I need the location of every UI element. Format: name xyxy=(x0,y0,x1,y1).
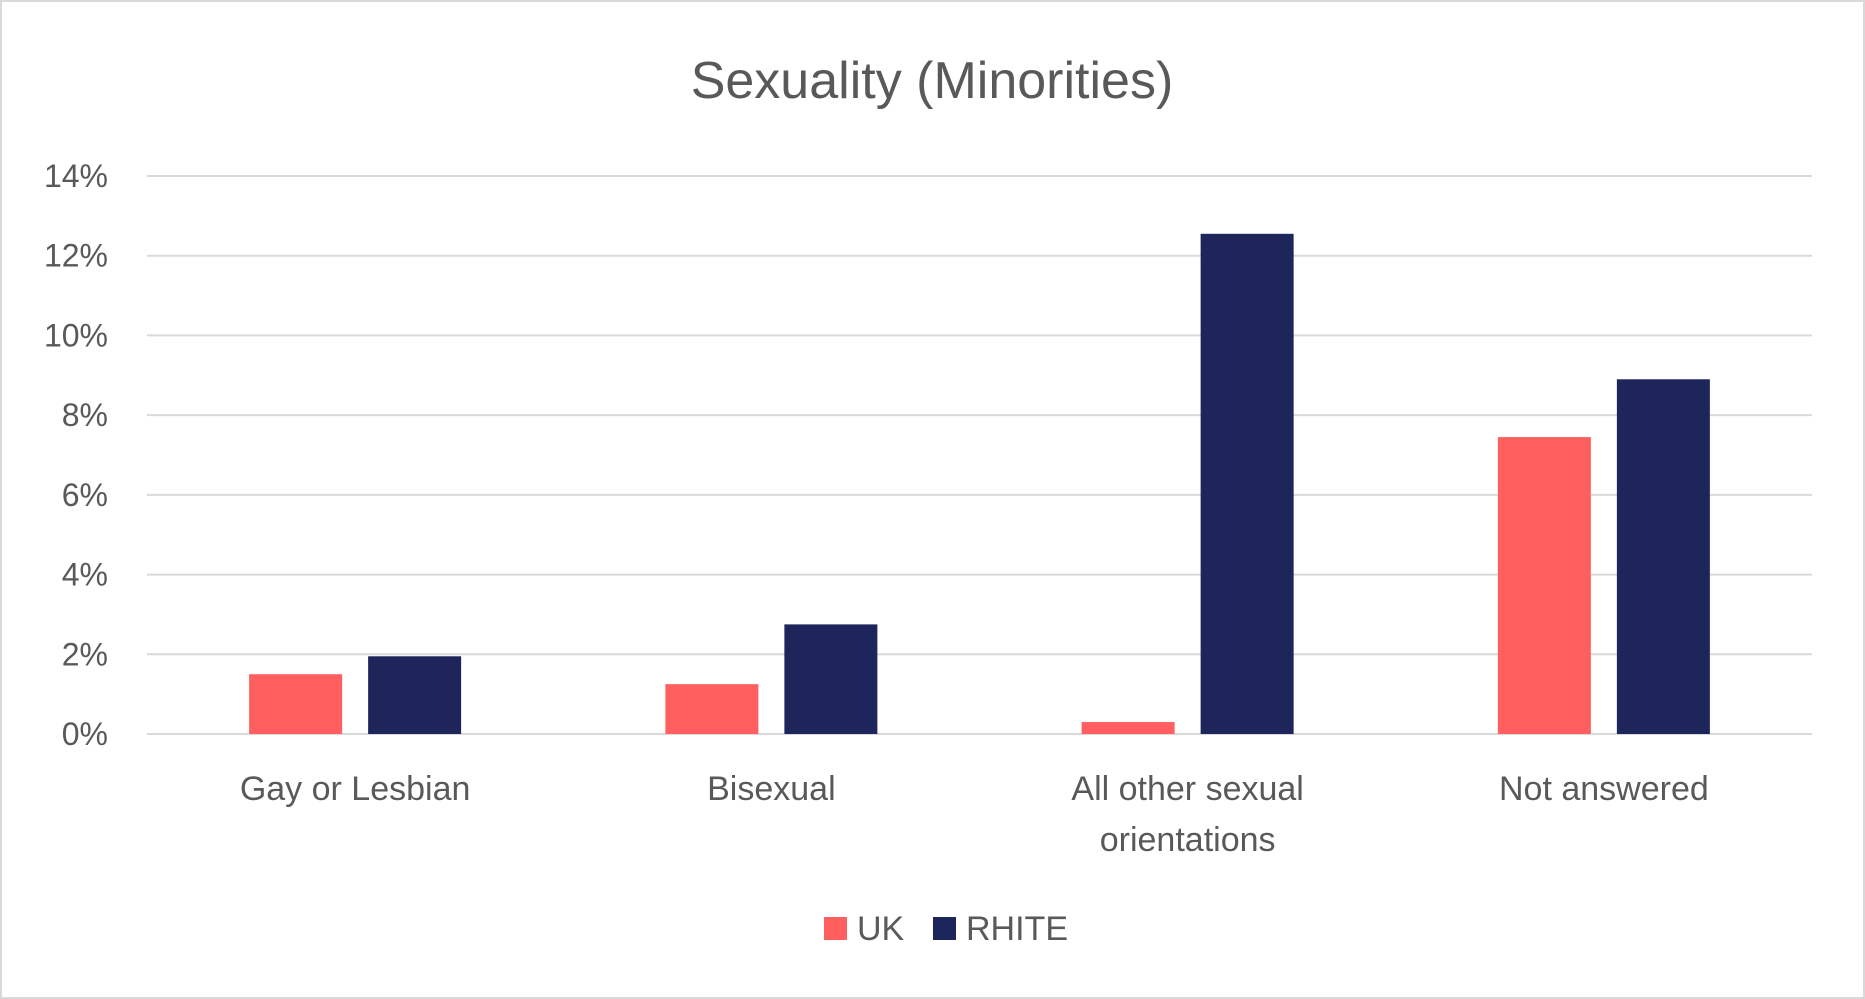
chart-title: Sexuality (Minorities) xyxy=(691,52,1174,110)
bar-rhite-2 xyxy=(1200,233,1294,735)
y-tick-label-5: 10% xyxy=(44,317,108,353)
legend-swatch-uk xyxy=(824,917,847,940)
y-tick-label-1: 2% xyxy=(62,636,108,672)
x-category-line: All other sexual xyxy=(1071,770,1303,808)
bar-uk-2 xyxy=(1081,722,1175,734)
bar-rhite-1 xyxy=(784,624,878,734)
y-tick-label-3: 6% xyxy=(62,477,108,513)
y-axis-ticks: 0% 2% 4% 6% 8% 10% 12% 14% xyxy=(44,158,108,752)
x-category-label-3: Not answered xyxy=(1499,770,1709,808)
y-tick-label-2: 4% xyxy=(62,557,108,593)
y-tick-label-4: 8% xyxy=(62,397,108,433)
x-category-label-1: Bisexual xyxy=(707,770,836,808)
y-tick-label-7: 14% xyxy=(44,158,108,194)
x-category-line: orientations xyxy=(1100,821,1276,859)
x-category-line: Bisexual xyxy=(707,770,836,808)
bars xyxy=(249,233,1710,735)
bar-rhite-3 xyxy=(1616,379,1710,734)
y-tick-label-6: 12% xyxy=(44,238,108,274)
legend-label-rhite: RHITE xyxy=(966,910,1068,948)
bar-uk-3 xyxy=(1497,437,1591,734)
x-category-label-2: All other sexual orientations xyxy=(1071,770,1303,859)
legend: UK RHITE xyxy=(824,910,1068,948)
legend-swatch-rhite xyxy=(933,917,956,940)
bar-uk-1 xyxy=(665,684,759,734)
x-axis-categories: Gay or Lesbian Bisexual All other sexual or… xyxy=(240,770,1709,859)
x-category-line: Not answered xyxy=(1499,770,1709,808)
bar-uk-0 xyxy=(249,674,343,734)
gridlines xyxy=(147,175,1812,735)
bar-rhite-0 xyxy=(368,656,462,734)
x-category-label-0: Gay or Lesbian xyxy=(240,770,471,808)
y-tick-label-0: 0% xyxy=(62,716,108,752)
x-category-line: Gay or Lesbian xyxy=(240,770,471,808)
legend-label-uk: UK xyxy=(857,910,905,948)
